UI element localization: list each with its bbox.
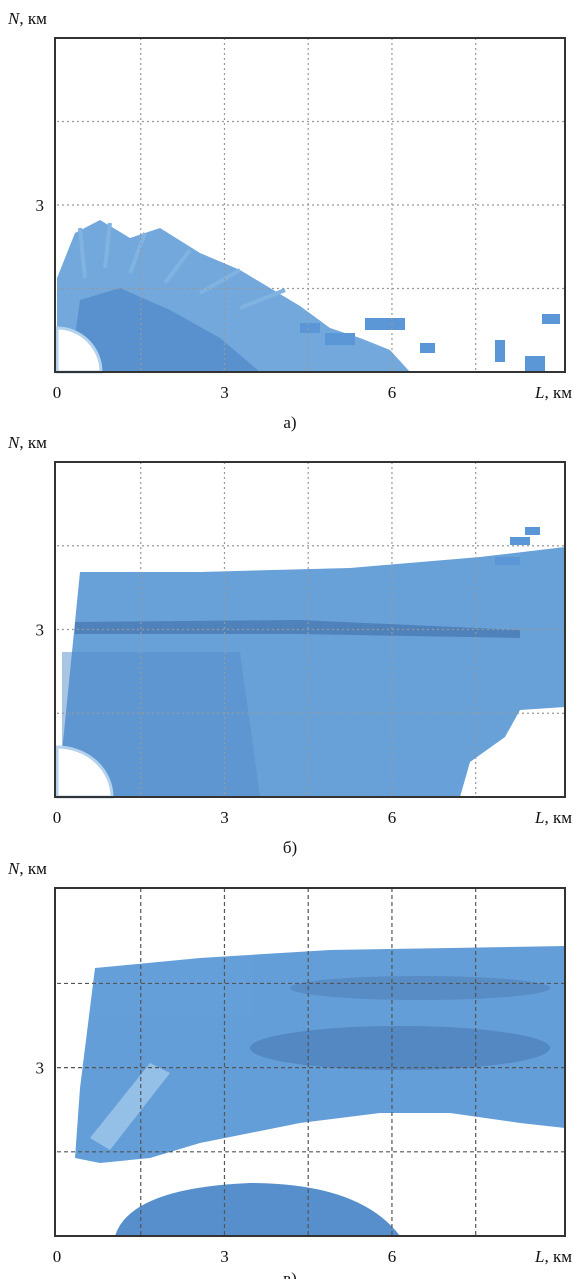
x-label-var: L [534, 383, 544, 402]
radar-image [55, 220, 560, 374]
y-axis-label: N, км [7, 9, 47, 28]
x-axis-label: L, км [534, 808, 572, 827]
caption: а) [283, 413, 296, 432]
caption: б) [283, 838, 297, 857]
x-label-var: L [534, 1247, 544, 1266]
caption: в) [283, 1269, 297, 1279]
y-tick-label: 3 [36, 1059, 45, 1078]
x-tick-label: 0 [53, 808, 62, 827]
panel-a: 0 3 63N, кмL, кма) [7, 9, 572, 432]
plot-frame [54, 461, 566, 798]
x-tick-label: 6 [388, 808, 397, 827]
x-axis-label: L, км [534, 383, 572, 402]
y-label-var: N [7, 433, 21, 452]
y-label-unit: , км [19, 433, 47, 452]
x-label-unit: , км [544, 1247, 572, 1266]
radar-image [75, 946, 565, 1236]
x-label-unit: , км [544, 808, 572, 827]
x-tick-label: 0 [53, 1247, 62, 1266]
x-tick-label: 6 [388, 383, 397, 402]
x-tick-label: 3 [220, 1247, 229, 1266]
radar-image [55, 527, 565, 799]
y-label-var: N [7, 9, 21, 28]
x-tick-label: 3 [220, 383, 229, 402]
x-tick-label: 6 [388, 1247, 397, 1266]
y-axis-label: N, км [7, 859, 47, 878]
x-axis-label: L, км [534, 1247, 572, 1266]
y-tick-label: 3 [36, 621, 45, 640]
y-label-unit: , км [19, 859, 47, 878]
plot-frame [54, 887, 566, 1237]
y-label-unit: , км [19, 9, 47, 28]
x-label-var: L [534, 808, 544, 827]
plot-frame [54, 37, 566, 373]
panel-b: 0 3 63N, кмL, кмб) [7, 433, 572, 857]
x-tick-label: 3 [220, 808, 229, 827]
y-tick-label: 3 [36, 196, 45, 215]
y-axis-label: N, км [7, 433, 47, 452]
x-tick-label: 0 [53, 383, 62, 402]
panel-c: 0 3 63N, кмL, кмв) [7, 859, 572, 1284]
x-label-unit: , км [544, 383, 572, 402]
y-label-var: N [7, 859, 21, 878]
